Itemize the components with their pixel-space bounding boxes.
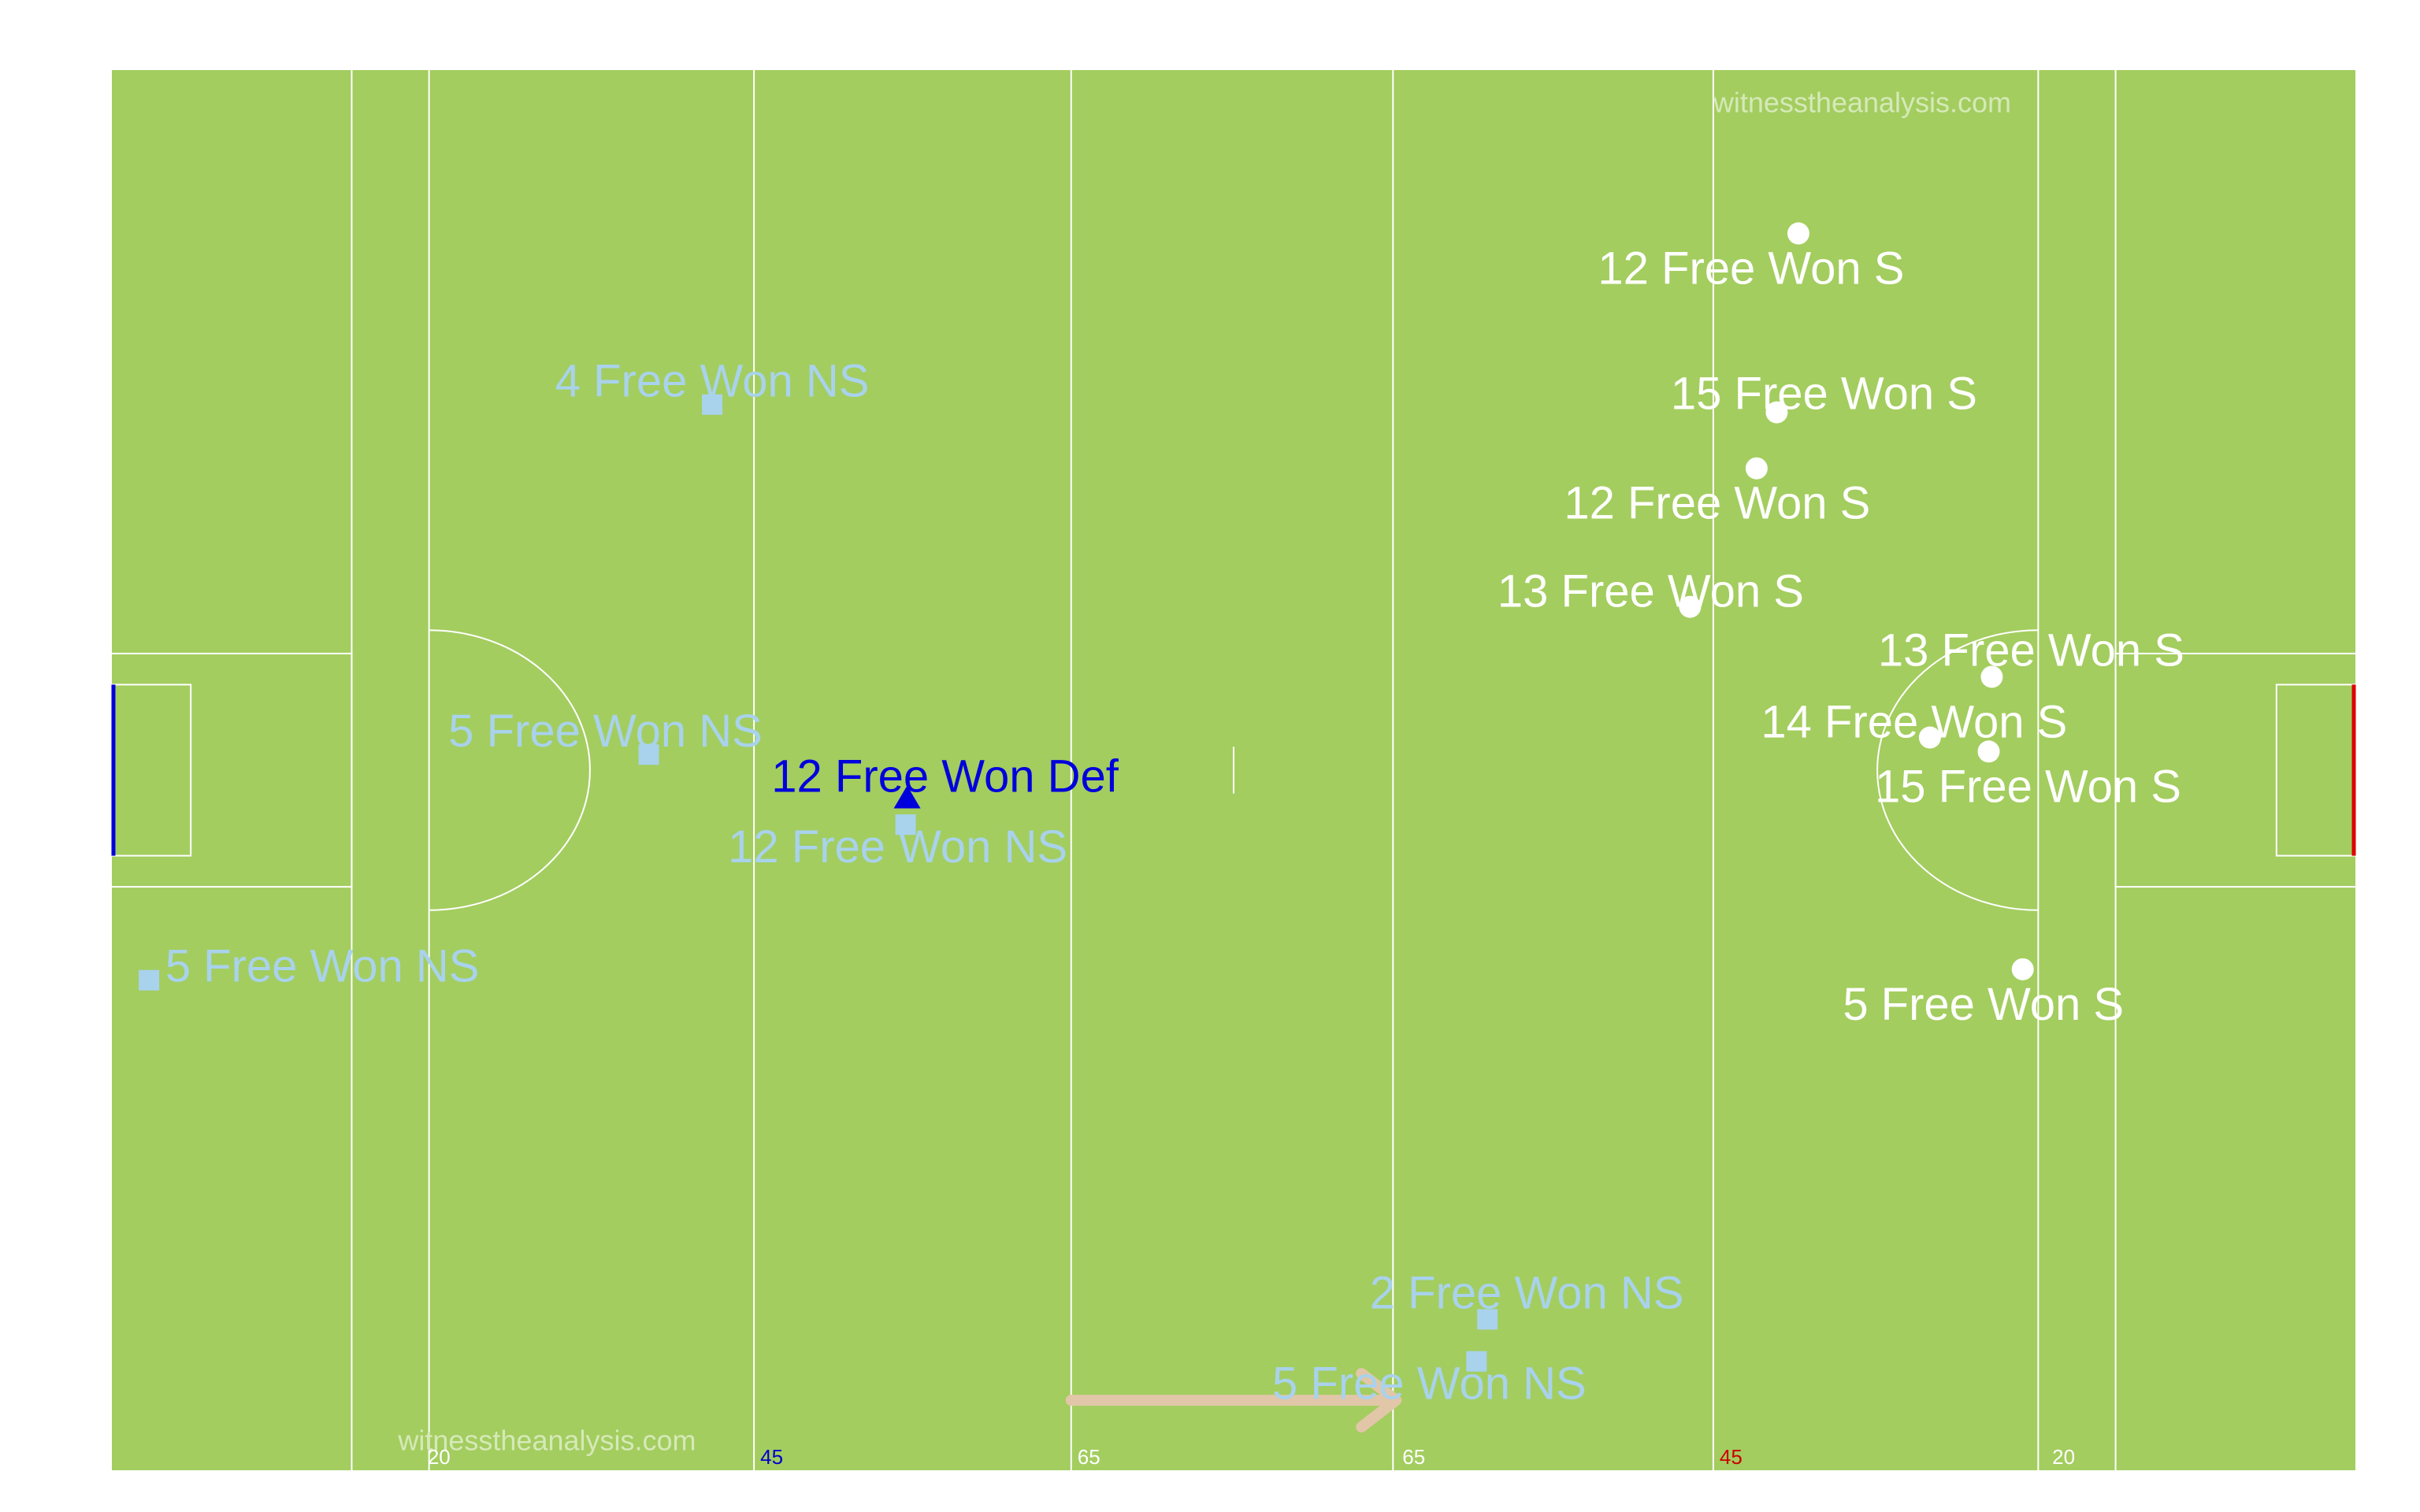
score-free-circle <box>1679 595 1702 618</box>
data-label: 12 Free Won NS <box>728 821 1067 873</box>
data-label: 13 Free Won S <box>1498 566 1804 617</box>
score-free-circle <box>1980 665 2003 688</box>
left-large-rectangle <box>112 652 353 888</box>
data-label: 4 Free Won NS <box>555 356 870 407</box>
data-label: 12 Free Won S <box>1564 478 1870 529</box>
arrow-head <box>1356 1368 1402 1433</box>
score-free-circle <box>1765 401 1788 424</box>
distance-marker: 45 <box>1720 1445 1743 1469</box>
data-label: 12 Free Won S <box>1598 243 1904 294</box>
distance-marker: 20 <box>428 1445 451 1469</box>
distance-marker: 65 <box>1402 1445 1425 1469</box>
score-free-circle <box>1787 222 1809 245</box>
watermark-text: witnesstheanalysis.com <box>1713 86 2011 118</box>
data-labels: 4 Free Won NS 5 Free Won NS 12 Free Won NS… <box>165 243 2184 1409</box>
data-label: 5 Free Won NS <box>165 941 480 992</box>
distance-marker: 20 <box>2052 1445 2075 1469</box>
right-small-rectangle <box>2275 684 2355 857</box>
score-free-circle <box>1977 740 2000 763</box>
score-free-circle <box>1918 726 1941 749</box>
data-label: 14 Free Won S <box>1761 697 2067 748</box>
score-free-circle <box>1745 457 1768 480</box>
right-arc <box>1876 629 2039 911</box>
right-large-rectangle <box>2114 652 2355 888</box>
data-label: 13 Free Won S <box>1878 624 2184 676</box>
defensive-free-triangle <box>893 785 921 809</box>
data-label: 2 Free Won NS <box>1370 1267 1684 1318</box>
distance-markers: 20 45 65 65 45 20 <box>428 1445 2075 1469</box>
data-points <box>139 222 2034 1372</box>
data-label: 15 Free Won S <box>1875 761 2181 812</box>
data-label: 12 Free Won Def <box>771 751 1119 802</box>
data-label: 15 Free Won S <box>1671 369 1977 420</box>
direction-arrow <box>1065 1368 1402 1433</box>
non-score-free-square <box>1466 1351 1487 1372</box>
non-score-free-square <box>702 394 723 415</box>
non-score-free-square <box>1477 1309 1498 1330</box>
pitch-markings <box>111 70 2356 1470</box>
left-arc <box>429 629 591 911</box>
data-label: 5 Free Won NS <box>448 706 763 757</box>
data-label: 5 Free Won NS <box>1272 1358 1587 1410</box>
score-free-circle <box>2011 958 2034 980</box>
distance-marker: 45 <box>760 1445 783 1469</box>
distance-marker: 65 <box>1078 1445 1101 1469</box>
non-score-free-square <box>895 814 916 836</box>
non-score-free-square <box>638 744 659 765</box>
watermark-text: witnesstheanalysis.com <box>397 1424 696 1456</box>
watermarks: witnesstheanalysis.com witnesstheanalysis… <box>397 86 2011 1456</box>
non-score-free-square <box>139 969 160 991</box>
left-small-rectangle <box>112 684 192 857</box>
data-label: 5 Free Won S <box>1843 979 2124 1030</box>
